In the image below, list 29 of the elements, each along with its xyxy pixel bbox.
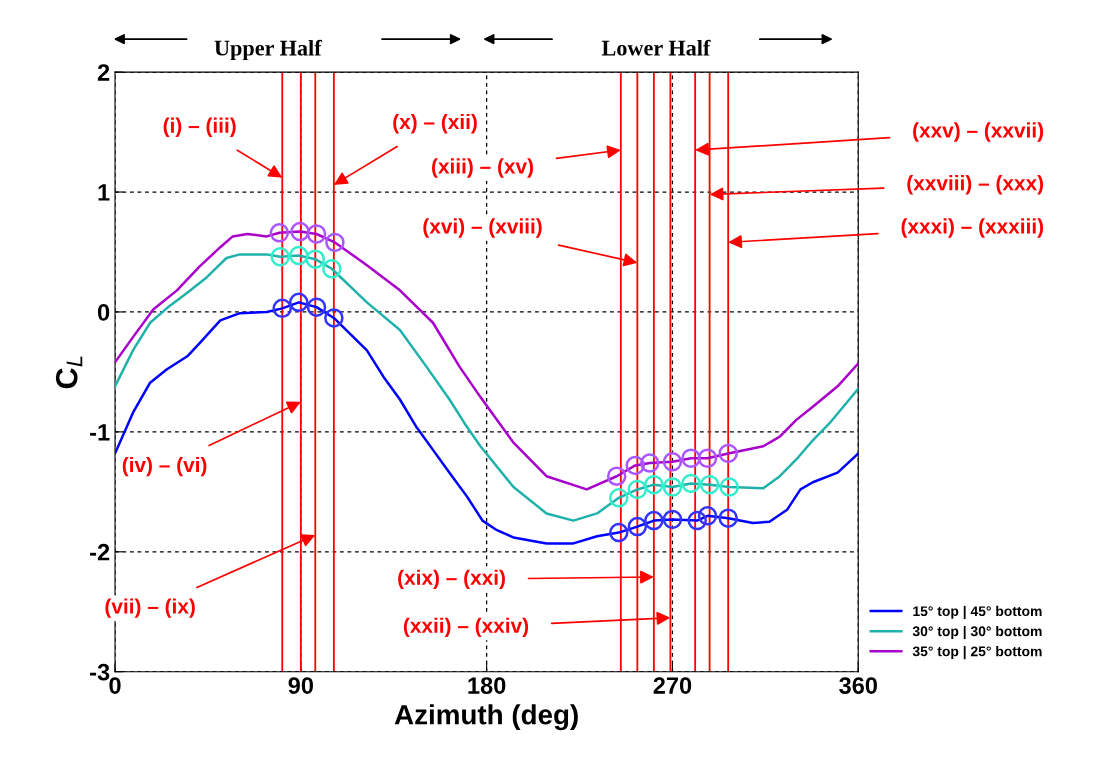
y-tick-label: -2 [90,543,110,561]
annotation: (vii) – (ix) [105,598,195,618]
annotation: (xxviii) – (xxx) [907,175,1044,195]
x-tick-label: 270 [653,677,692,694]
x-tick-label: 0 [109,677,121,694]
annotation: (iv) – (vi) [122,456,207,477]
text: Upper Half [214,39,322,61]
y-tick-label: 2 [97,64,110,81]
y-tick-label: -1 [90,424,110,441]
x-tick-label: 360 [839,677,877,694]
annotation: (xxv) – (xxvii) [913,122,1044,142]
annotation: (xxii) – (xxiv) [403,617,529,638]
legend-label: 30° top | 30° bottom [912,625,1042,640]
annotation: (xvi) – (xviii) [423,218,542,238]
y-axis-title: C$_{L}$ [55,356,83,389]
y-tick-label: -3 [90,663,110,681]
annotation: (xiii) – (xv) [432,158,533,178]
x-tick-label: 90 [288,677,313,694]
y-tick-label: 0 [97,304,110,321]
x-tick-label: 180 [468,677,506,694]
annotation: (xix) – (xxi) [398,569,505,590]
legend-label: 35° top | 25° bottom [912,646,1042,660]
y-tick-label: 1 [98,184,110,201]
legend-label: 15° top | 45° bottom [913,605,1042,620]
annotation: (x) – (xii) [393,113,477,134]
annotation: (xxxi) – (xxxiii) [901,218,1044,238]
annotation: (i) – (iii) [163,117,236,137]
x-axis-title: Azimuth (deg) [394,704,578,731]
text: Lower Half [601,39,711,56]
